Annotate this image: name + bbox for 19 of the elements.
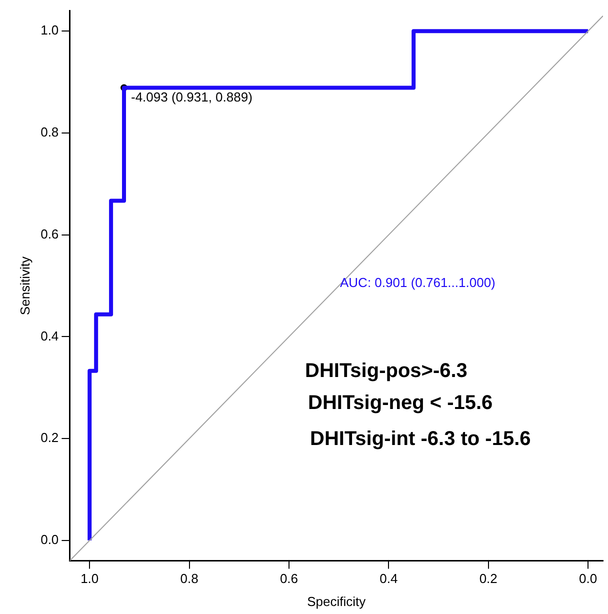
x-tick-label: 0.4 [380, 571, 398, 586]
x-tick-label: 0.2 [479, 571, 498, 586]
x-tick-label: 0.0 [579, 571, 598, 586]
x-tick-label: 1.0 [80, 571, 99, 586]
y-tick-label: 0.8 [40, 124, 59, 140]
annotation: DHITsig-neg < -15.6 [308, 392, 493, 414]
y-tick-label: 0.2 [40, 430, 59, 446]
annotation: DHITsig-int -6.3 to -15.6 [310, 428, 531, 450]
y-tick-label: 0.0 [40, 532, 59, 548]
y-tick-label: 0.6 [40, 226, 59, 242]
y-tick-label: 1.0 [40, 22, 59, 38]
x-tick-label: 0.8 [180, 571, 198, 586]
annotation: DHITsig-pos>-6.3 [305, 360, 468, 382]
x-axis-title: Specificity [307, 594, 366, 609]
x-tick-label: 0.6 [280, 571, 298, 586]
annotation: -4.093 (0.931, 0.889) [131, 90, 252, 105]
y-axis-title: Sensitivity [17, 256, 32, 316]
y-tick-label: 0.4 [40, 328, 59, 344]
annotation: AUC: 0.901 (0.761...1.000) [340, 275, 496, 290]
